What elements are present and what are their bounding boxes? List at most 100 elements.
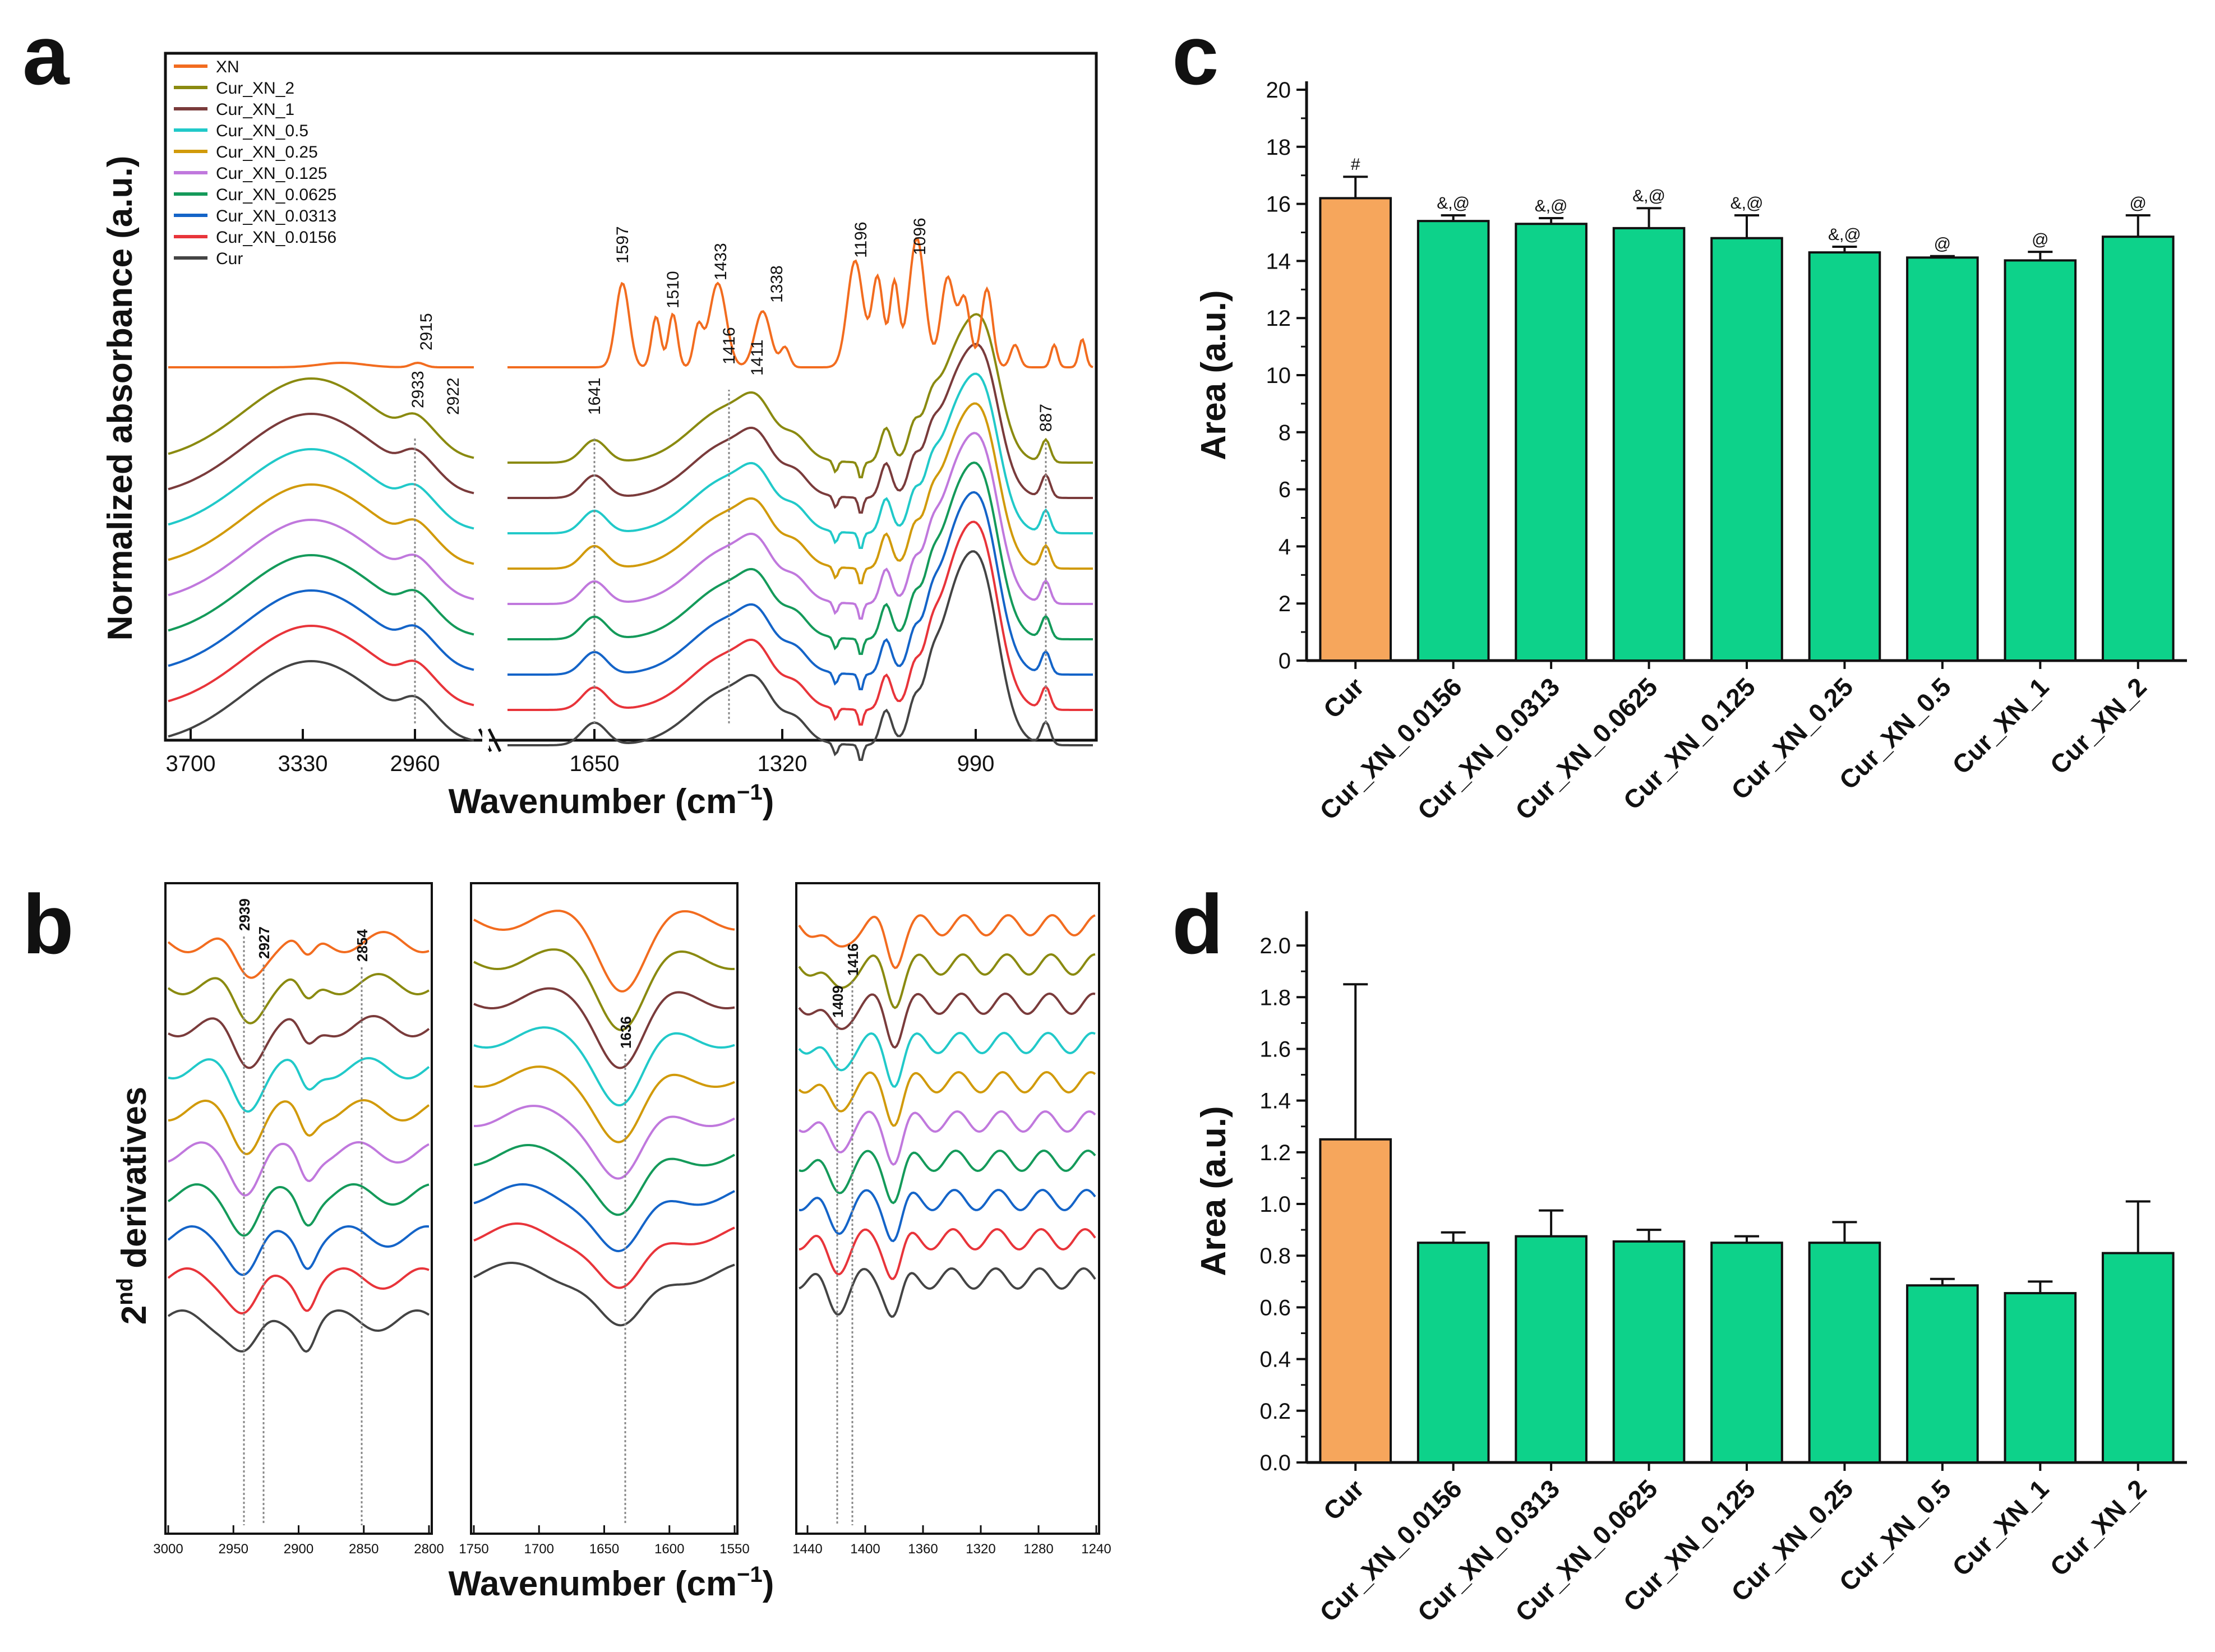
- peak-label: 2922: [444, 377, 463, 415]
- significance-label: &,@: [1535, 197, 1568, 215]
- bar: [1808, 1242, 1881, 1464]
- peak-label: 1510: [664, 271, 682, 308]
- legend-label: Cur_XN_0.0625: [216, 186, 336, 204]
- y-tick-label: 10: [1266, 363, 1291, 388]
- y-tick-label: 1.4: [1259, 1089, 1291, 1114]
- x-ticks-a: 3700 3330 2960 1650 1320 990: [166, 729, 995, 776]
- spectrum-line: [507, 491, 1093, 691]
- y-tick-label: 0.0: [1259, 1451, 1291, 1475]
- x-tick-label: 1700: [524, 1542, 554, 1557]
- x-tick-label: 3330: [278, 751, 328, 776]
- derivative-curve: [168, 1014, 430, 1069]
- derivative-curve: [167, 1267, 430, 1315]
- y-tick-label: 2.0: [1259, 934, 1291, 958]
- bar: [2101, 1252, 2175, 1464]
- spectrum-line: [507, 372, 1093, 550]
- bar: [1906, 256, 1979, 662]
- derivative-curve: [168, 1141, 430, 1197]
- x-tick-label: 2950: [219, 1542, 248, 1557]
- spectrum-line: [168, 589, 474, 671]
- y-tick-label: 0: [1279, 649, 1291, 673]
- peak-label: 1096: [911, 218, 929, 255]
- peak-label: 1411: [748, 339, 767, 376]
- y-tick-label: 2: [1279, 592, 1291, 616]
- spectrum-line: [507, 402, 1093, 585]
- derivative-curve: [473, 987, 735, 1069]
- y-tick-label: 0.4: [1259, 1348, 1291, 1372]
- panel-b-sub3-frame: [795, 882, 1100, 1535]
- bar: [1319, 197, 1392, 662]
- peak-label: 1636: [617, 1016, 634, 1049]
- spectrum-line: [507, 550, 1093, 762]
- derivative-curve: [798, 913, 1096, 970]
- y-tick-label: 18: [1266, 135, 1291, 160]
- bar: [2101, 236, 2175, 662]
- bar: [1319, 1138, 1392, 1464]
- spectrum-line: [507, 461, 1093, 656]
- derivative-curve: [167, 972, 430, 1025]
- derivative-curve: [168, 1099, 430, 1155]
- x-tick-label: 2900: [284, 1542, 313, 1557]
- significance-label: @: [2130, 194, 2147, 213]
- x-tick-label: 990: [957, 751, 995, 776]
- spectrum-line: [168, 483, 474, 565]
- legend-label: Cur_XN_1: [216, 100, 294, 119]
- x-tick-label: 1240: [1081, 1542, 1111, 1557]
- bar: [2004, 259, 2077, 662]
- y-tick-label: 16: [1266, 192, 1291, 217]
- panel-letter-d: d: [1172, 877, 1224, 971]
- peak-label: 2939: [236, 898, 253, 931]
- peak-label: 1641: [585, 377, 604, 415]
- x-category-label: Cur_XN_1: [1946, 672, 2054, 779]
- peak-label: 1416: [720, 327, 739, 364]
- derivative-curve: [473, 1222, 735, 1289]
- x-tick-label: 1320: [966, 1542, 995, 1557]
- x-tick-label: 1650: [589, 1542, 619, 1557]
- peak-label: 2854: [354, 929, 371, 962]
- panel-a-frame: [164, 52, 1098, 742]
- derivative-curve: [474, 1105, 735, 1180]
- x-tick-label: 1320: [758, 751, 807, 776]
- spectra-group: [168, 237, 1093, 762]
- x-category-label: Cur_XN_2: [2045, 672, 2152, 779]
- bar: [1416, 1242, 1490, 1464]
- derivative-curve: [167, 1225, 430, 1276]
- y-tick-label: 1.6: [1259, 1037, 1291, 1062]
- bar: [1710, 237, 1783, 662]
- derivative-curve: [473, 1026, 735, 1106]
- x-tick-label: 1280: [1023, 1542, 1053, 1557]
- significance-label: @: [2032, 230, 2048, 249]
- legend-label: Cur_XN_0.0156: [216, 228, 336, 247]
- x-tick-label: 1550: [719, 1542, 749, 1557]
- peak-label: 2915: [417, 313, 436, 350]
- y-axis-label-b: 2nd derivatives: [113, 1087, 154, 1325]
- peak-label: 1416: [845, 943, 861, 976]
- derivative-curve: [798, 1070, 1096, 1127]
- bar: [1808, 251, 1881, 662]
- axis-break-mark: [487, 728, 502, 753]
- derivative-curve: [168, 1056, 430, 1113]
- derivative-curve: [799, 1228, 1096, 1280]
- y-tick-label: 12: [1266, 306, 1291, 331]
- peak-labels-a: 2915 1597 1510 1433 1338 1196 1096 2933 2922 1641…: [409, 218, 1055, 723]
- derivative-curve: [167, 930, 430, 979]
- spectrum-line: [168, 447, 474, 530]
- bar: [1515, 1235, 1588, 1464]
- x-tick-label: 1750: [459, 1542, 488, 1557]
- bar: [1416, 220, 1490, 662]
- x-category-label: Cur: [1317, 1474, 1369, 1526]
- peak-label: 1196: [852, 222, 870, 258]
- panel-d-bar-chart: 0.0 0.2 0.4 0.6 0.8 1.0 1.2 1.4 1.6 1.8 2.0 Area (a…: [1194, 911, 2187, 1627]
- x-tick-label: 3000: [153, 1542, 183, 1557]
- y-tick-label: 1.2: [1259, 1141, 1291, 1165]
- derivative-curve: [799, 1188, 1096, 1243]
- x-tick-label: 1400: [850, 1542, 880, 1557]
- x-category-label: Cur_XN_1: [1946, 1474, 2054, 1581]
- bar: [2004, 1292, 2077, 1464]
- x-tick-label: 1360: [908, 1542, 938, 1557]
- spectrum-line: [507, 432, 1093, 620]
- y-tick-label: 0.6: [1259, 1295, 1291, 1320]
- derivative-curve: [473, 1144, 735, 1216]
